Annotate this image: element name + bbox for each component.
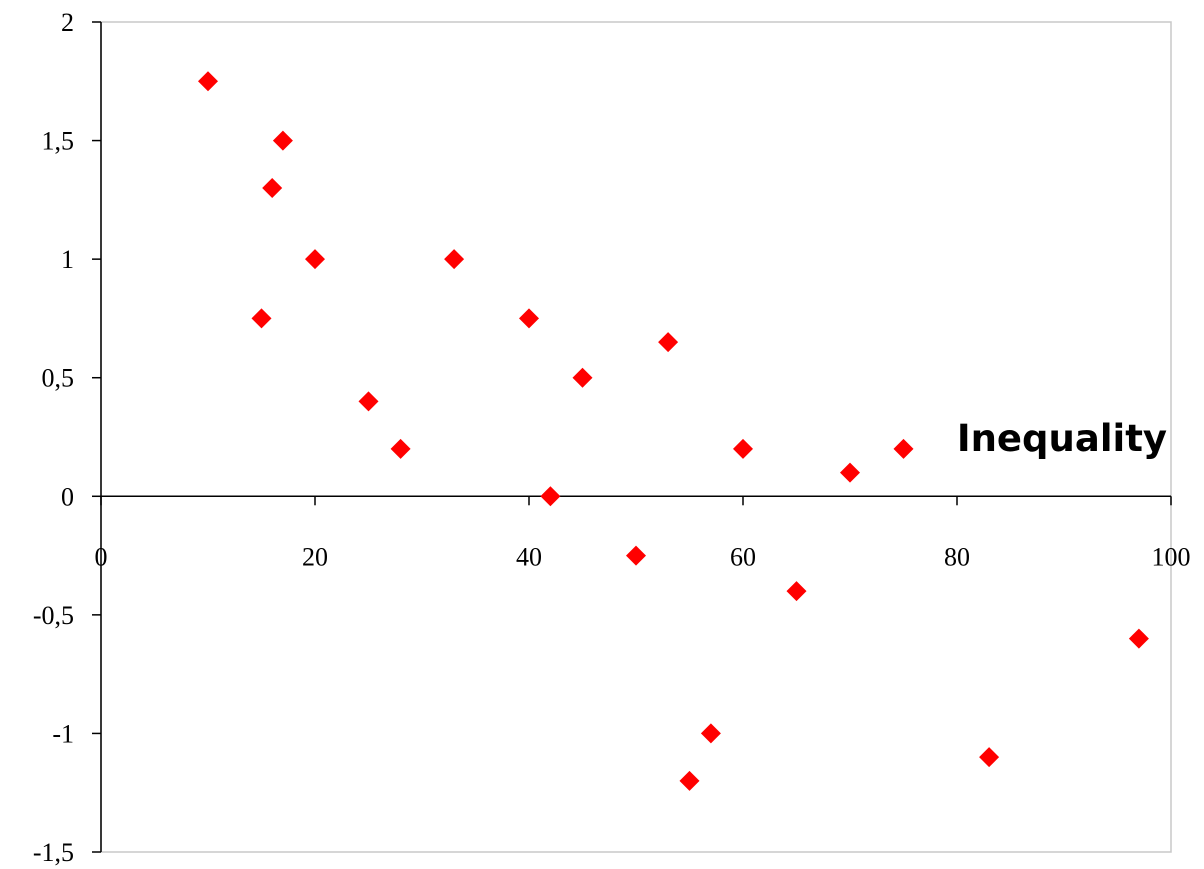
- inequality-annotation: Inequality: [957, 417, 1167, 460]
- data-point-marker: [626, 545, 646, 566]
- data-point-marker: [358, 391, 379, 412]
- data-point-marker: [519, 308, 539, 329]
- y-tick-label: 0: [61, 482, 74, 511]
- data-point-marker: [700, 723, 721, 744]
- y-tick-label: -0,5: [33, 601, 74, 630]
- x-tick-label: 100: [1152, 542, 1191, 571]
- x-tick-label: 80: [944, 542, 970, 571]
- data-point-marker: [679, 770, 700, 791]
- data-point-marker: [272, 130, 293, 151]
- data-point-marker: [733, 438, 753, 459]
- data-point-marker: [390, 438, 411, 459]
- y-axis-ticks: -1,5 -1 -0,5 0 0,5 1 1,5 2: [33, 8, 101, 867]
- plot-area: [100, 21, 1172, 853]
- x-tick-label: 0: [95, 542, 108, 571]
- data-points: [198, 71, 1149, 791]
- data-point-marker: [893, 438, 914, 459]
- data-point-marker: [840, 462, 860, 483]
- x-tick-label: 40: [516, 542, 542, 571]
- y-tick-label: -1: [52, 719, 74, 748]
- y-tick-label: 0,5: [42, 364, 75, 393]
- y-tick-label: 1,5: [42, 127, 75, 156]
- x-axis-ticks: 0 20 40 60 80 100: [95, 496, 1191, 571]
- data-point-marker: [444, 249, 465, 270]
- axes: [100, 22, 1171, 852]
- y-tick-label: 2: [61, 8, 74, 37]
- data-point-marker: [262, 178, 283, 198]
- y-tick-label: 1: [61, 245, 74, 274]
- data-point-marker: [540, 486, 561, 507]
- data-point-marker: [979, 747, 1000, 768]
- data-point-marker: [572, 367, 593, 388]
- data-point-marker: [305, 249, 325, 270]
- data-point-marker: [198, 71, 218, 92]
- data-point-marker: [658, 332, 679, 353]
- data-point-marker: [786, 581, 807, 602]
- x-tick-label: 20: [302, 542, 328, 571]
- data-point-marker: [251, 308, 272, 329]
- data-point-marker: [1128, 628, 1149, 649]
- y-tick-label: -1,5: [33, 838, 74, 867]
- x-tick-label: 60: [730, 542, 756, 571]
